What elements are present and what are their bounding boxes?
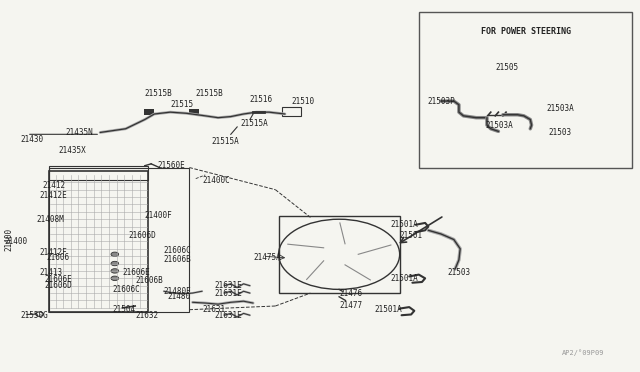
Text: 21515B: 21515B	[145, 89, 173, 98]
Text: 21606C: 21606C	[113, 285, 141, 294]
Bar	[49, 167, 189, 311]
Text: 21503A: 21503A	[486, 121, 513, 129]
Bar	[144, 109, 154, 115]
Text: 21606B: 21606B	[135, 276, 163, 285]
Text: 21503: 21503	[548, 128, 572, 137]
Text: 21477: 21477	[339, 301, 362, 311]
Text: 21408M: 21408M	[36, 215, 64, 224]
Text: 21503: 21503	[447, 268, 470, 277]
Text: 21400C: 21400C	[202, 176, 230, 185]
Text: 21504: 21504	[113, 305, 136, 314]
Text: 21606D: 21606D	[129, 231, 157, 240]
Text: 21503P: 21503P	[427, 97, 455, 106]
Text: 21501: 21501	[399, 231, 423, 240]
Text: 21413: 21413	[40, 268, 63, 277]
Text: 21606E: 21606E	[122, 268, 150, 277]
Text: 21412F: 21412F	[40, 248, 67, 257]
Text: 21400: 21400	[4, 237, 28, 246]
Text: 21503A: 21503A	[546, 104, 574, 113]
Text: 21631E: 21631E	[215, 281, 243, 290]
Bar	[49, 171, 148, 311]
Text: 21480: 21480	[167, 292, 190, 301]
Text: 21606B: 21606B	[164, 255, 191, 264]
Text: 21501A: 21501A	[390, 274, 418, 283]
Text: 21606D: 21606D	[45, 281, 72, 290]
Bar	[282, 107, 301, 116]
Text: 21550G: 21550G	[20, 311, 48, 320]
Text: 21631E: 21631E	[215, 311, 243, 320]
Text: 21515B: 21515B	[196, 89, 223, 98]
Text: AP2/°09P09: AP2/°09P09	[562, 349, 605, 356]
Text: 21560E: 21560E	[157, 161, 185, 170]
Text: 21400F: 21400F	[145, 211, 173, 220]
Text: 21516: 21516	[250, 95, 273, 104]
Text: 21476: 21476	[339, 289, 362, 298]
Text: FOR POWER STEERING: FOR POWER STEERING	[481, 27, 570, 36]
Text: 21515: 21515	[170, 100, 193, 109]
Text: 21480E: 21480E	[164, 287, 191, 296]
Text: 21606C: 21606C	[164, 246, 191, 255]
Text: 21412E: 21412E	[40, 191, 67, 200]
Bar	[419, 13, 632, 167]
Text: 21606E: 21606E	[45, 275, 72, 283]
Text: 21475A: 21475A	[253, 253, 281, 263]
Circle shape	[111, 252, 118, 257]
Text: 21501A: 21501A	[374, 305, 402, 314]
Text: 21400: 21400	[4, 228, 13, 251]
Text: 21606: 21606	[46, 253, 69, 263]
Bar	[49, 166, 148, 180]
Circle shape	[111, 269, 118, 273]
Text: 21632: 21632	[135, 311, 158, 320]
Text: 21412: 21412	[43, 182, 66, 190]
Text: 21631: 21631	[202, 305, 225, 314]
Bar	[278, 215, 399, 293]
Text: 21435X: 21435X	[59, 147, 86, 155]
Text: 21510: 21510	[291, 97, 314, 106]
Text: 21430: 21430	[20, 135, 44, 144]
Circle shape	[111, 261, 118, 266]
Circle shape	[111, 276, 118, 280]
Text: 21435N: 21435N	[65, 128, 93, 137]
Text: 21515A: 21515A	[212, 137, 239, 146]
Text: 21515A: 21515A	[241, 119, 268, 128]
Text: 21505: 21505	[495, 63, 518, 72]
Bar	[189, 109, 199, 115]
Text: 21631E: 21631E	[215, 289, 243, 298]
Text: 21501A: 21501A	[390, 220, 418, 229]
